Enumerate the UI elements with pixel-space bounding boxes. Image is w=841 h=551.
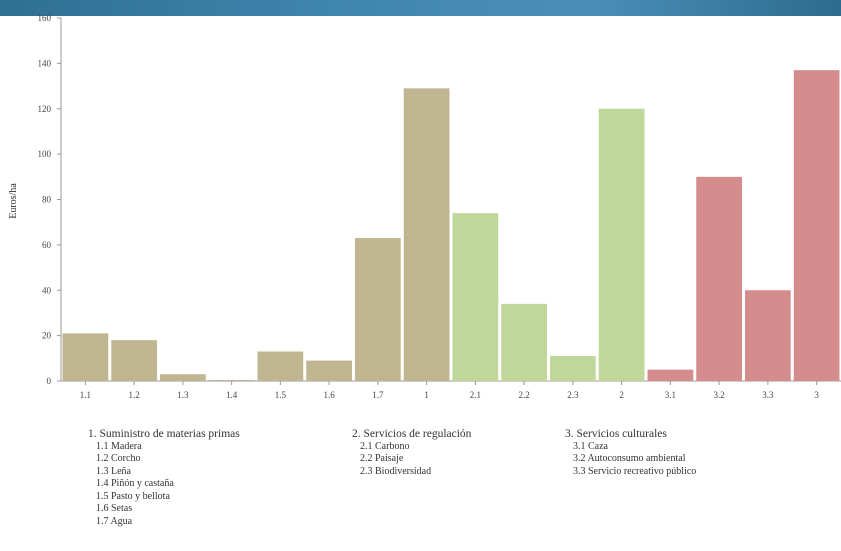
y-tick-label: 60 — [42, 240, 52, 250]
chart-bars — [62, 70, 840, 382]
y-tick-labels: 0 20 40 60 80 100 120 140 160 — [38, 13, 52, 386]
legend-item: 2.2 Paisaje — [360, 453, 404, 464]
legend-item: 1.7 Agua — [96, 515, 133, 527]
bar-1.1 — [62, 333, 109, 381]
legend-item: 3.1 Caza — [573, 440, 608, 452]
y-tick-label: 140 — [38, 58, 52, 68]
x-tick-label: 1.6 — [324, 390, 336, 400]
x-tick-label: 3.1 — [665, 390, 676, 400]
y-tick-label: 100 — [38, 149, 52, 159]
x-tick-label: 1 — [424, 390, 429, 400]
legend-item: 1.1 Madera — [96, 440, 142, 452]
x-tick-labels: 1.1 1.2 1.3 1.4 1.5 1.6 1.7 1 2.1 2.2 2.3 2 3.1 3.2 3.… — [80, 390, 820, 400]
legend-group-2: 2. Servicios de regulación 2.1 Carbono 2… — [352, 428, 471, 478]
legend-item: 1.5 Pasto y bellota — [96, 490, 170, 502]
y-axis-label: Euros/ha — [8, 183, 19, 219]
legend-group-title: 3. Servicios culturales — [565, 428, 667, 440]
x-tick-label: 2.1 — [470, 390, 481, 400]
x-tick-label: 3 — [814, 390, 819, 400]
x-tick-label: 1.5 — [275, 390, 287, 400]
bar-1 — [403, 88, 450, 382]
x-tick-label: 3.3 — [762, 390, 774, 400]
x-tick-label: 1.4 — [226, 390, 238, 400]
x-tick-label: 2 — [619, 390, 624, 400]
legend-item: 2.1 Carbono — [360, 440, 410, 452]
x-tick-label: 1.2 — [129, 390, 140, 400]
x-tick-label: 3.2 — [714, 390, 725, 400]
bar-1.5 — [257, 351, 304, 381]
legend-group-1: 1. Suministro de materias primas 1.1 Mad… — [88, 428, 240, 528]
y-tick-label: 40 — [42, 285, 52, 295]
x-tick-label: 1.3 — [177, 390, 189, 400]
bar-chart: 1.1 1.2 1.3 1.4 1.5 1.6 1.7 1 2.1 2.2 2.3 2 3.1 3.2 3.… — [8, 13, 841, 400]
x-tick-label: 2.3 — [567, 390, 579, 400]
y-tick-label: 120 — [38, 104, 52, 114]
y-tick-label: 0 — [47, 376, 52, 386]
bar-2 — [598, 108, 645, 381]
y-tick-label: 80 — [42, 195, 52, 205]
legend-item: 1.3 Leña — [96, 465, 131, 477]
bar-1.6 — [306, 360, 352, 381]
bar-3.3 — [745, 290, 791, 381]
legend-group-title: 2. Servicios de regulación — [352, 428, 472, 440]
legend-item: 1.4 Piñón y castaña — [96, 478, 174, 489]
y-tick-label: 20 — [42, 331, 52, 341]
bar-2.1 — [452, 213, 499, 381]
top-banner — [0, 0, 841, 16]
bar-2.2 — [501, 303, 547, 381]
legend-item: 1.6 Setas — [96, 503, 133, 514]
bar-3 — [793, 70, 840, 382]
legend-group-title: 1. Suministro de materias primas — [88, 428, 240, 440]
legend-group-3: 3. Servicios culturales 3.1 Caza 3.2 Aut… — [565, 428, 696, 478]
bar-1.7 — [355, 238, 401, 381]
legend-item: 2.3 Biodiversidad — [360, 465, 432, 477]
y-tick-label: 160 — [38, 13, 52, 23]
bar-2.3 — [550, 356, 596, 381]
x-tick-label: 1.7 — [372, 390, 384, 400]
x-tick-label: 2.2 — [519, 390, 530, 400]
legend-item: 1.2 Corcho — [96, 453, 141, 464]
bar-1.4 — [208, 380, 255, 381]
bar-3.1 — [647, 369, 694, 381]
legend-item: 3.3 Servicio recreativo público — [573, 465, 697, 477]
x-tick-label: 1.1 — [80, 390, 91, 400]
legend-item: 3.2 Autoconsumo ambiental — [573, 453, 686, 464]
bar-1.2 — [111, 340, 157, 381]
bar-3.2 — [696, 176, 742, 381]
bar-1.3 — [160, 374, 206, 381]
